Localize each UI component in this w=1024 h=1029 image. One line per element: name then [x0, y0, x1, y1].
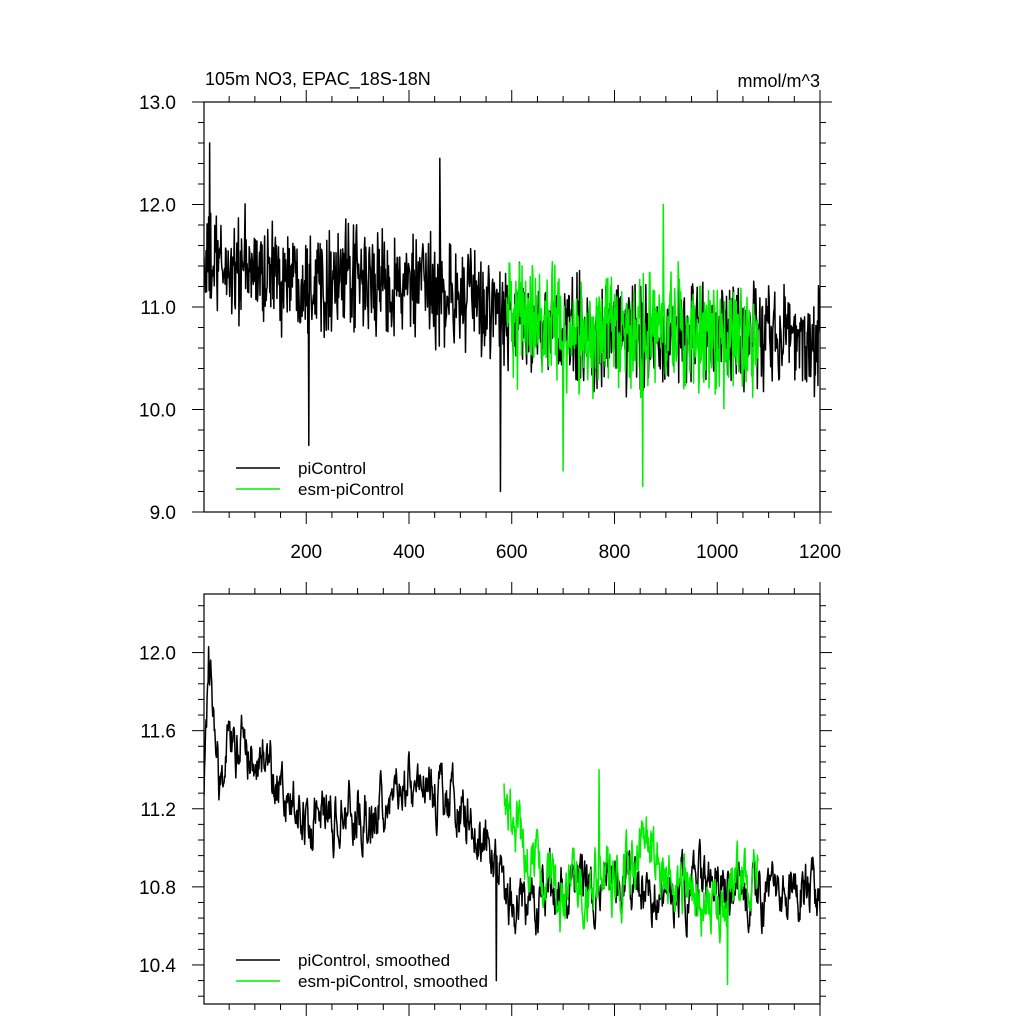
- chart-title: 105m NO3, EPAC_18S-18N: [205, 69, 431, 90]
- x-tick-label: 400: [393, 542, 425, 563]
- x-tick-label: 1000: [696, 542, 738, 563]
- y-tick-label: 10.0: [139, 401, 176, 422]
- y-tick-label: 10.8: [139, 878, 176, 899]
- legend-label: piControl: [298, 459, 366, 478]
- y-tick-label: 11.0: [140, 298, 176, 319]
- y-tick-label: 12.0: [139, 196, 176, 217]
- y-tick-label: 12.0: [139, 644, 176, 665]
- series-line-esm-picontrol: [505, 203, 760, 488]
- y-tick-label: 13.0: [139, 93, 176, 114]
- legend-label: esm-piControl, smoothed: [298, 972, 488, 991]
- x-tick-label: 1200: [799, 542, 841, 563]
- x-tick-label: 600: [496, 542, 528, 563]
- legend-label: esm-piControl: [298, 480, 404, 499]
- y-tick-label: 10.4: [139, 956, 176, 977]
- y-tick-label: 9.0: [150, 503, 176, 524]
- bottom-panel: 10.4 10.8 11.2 11.6 12.0 piControl, smoothed e…: [139, 582, 832, 1016]
- y-tick-label: 11.6: [140, 722, 176, 743]
- series-line-picontrol-smoothed: [204, 645, 820, 982]
- top-panel: 200 400 600 800 1000 1200 9.0 10.0 11.0 12.0 13.0 p…: [139, 90, 841, 563]
- units-label: mmol/m^3: [738, 71, 820, 91]
- x-tick-label: 200: [290, 542, 322, 563]
- y-tick-label: 11.2: [140, 800, 176, 821]
- series-line-esm-picontrol-smoothed: [503, 768, 760, 986]
- legend-label: piControl, smoothed: [298, 951, 450, 970]
- x-tick-label: 800: [599, 542, 631, 563]
